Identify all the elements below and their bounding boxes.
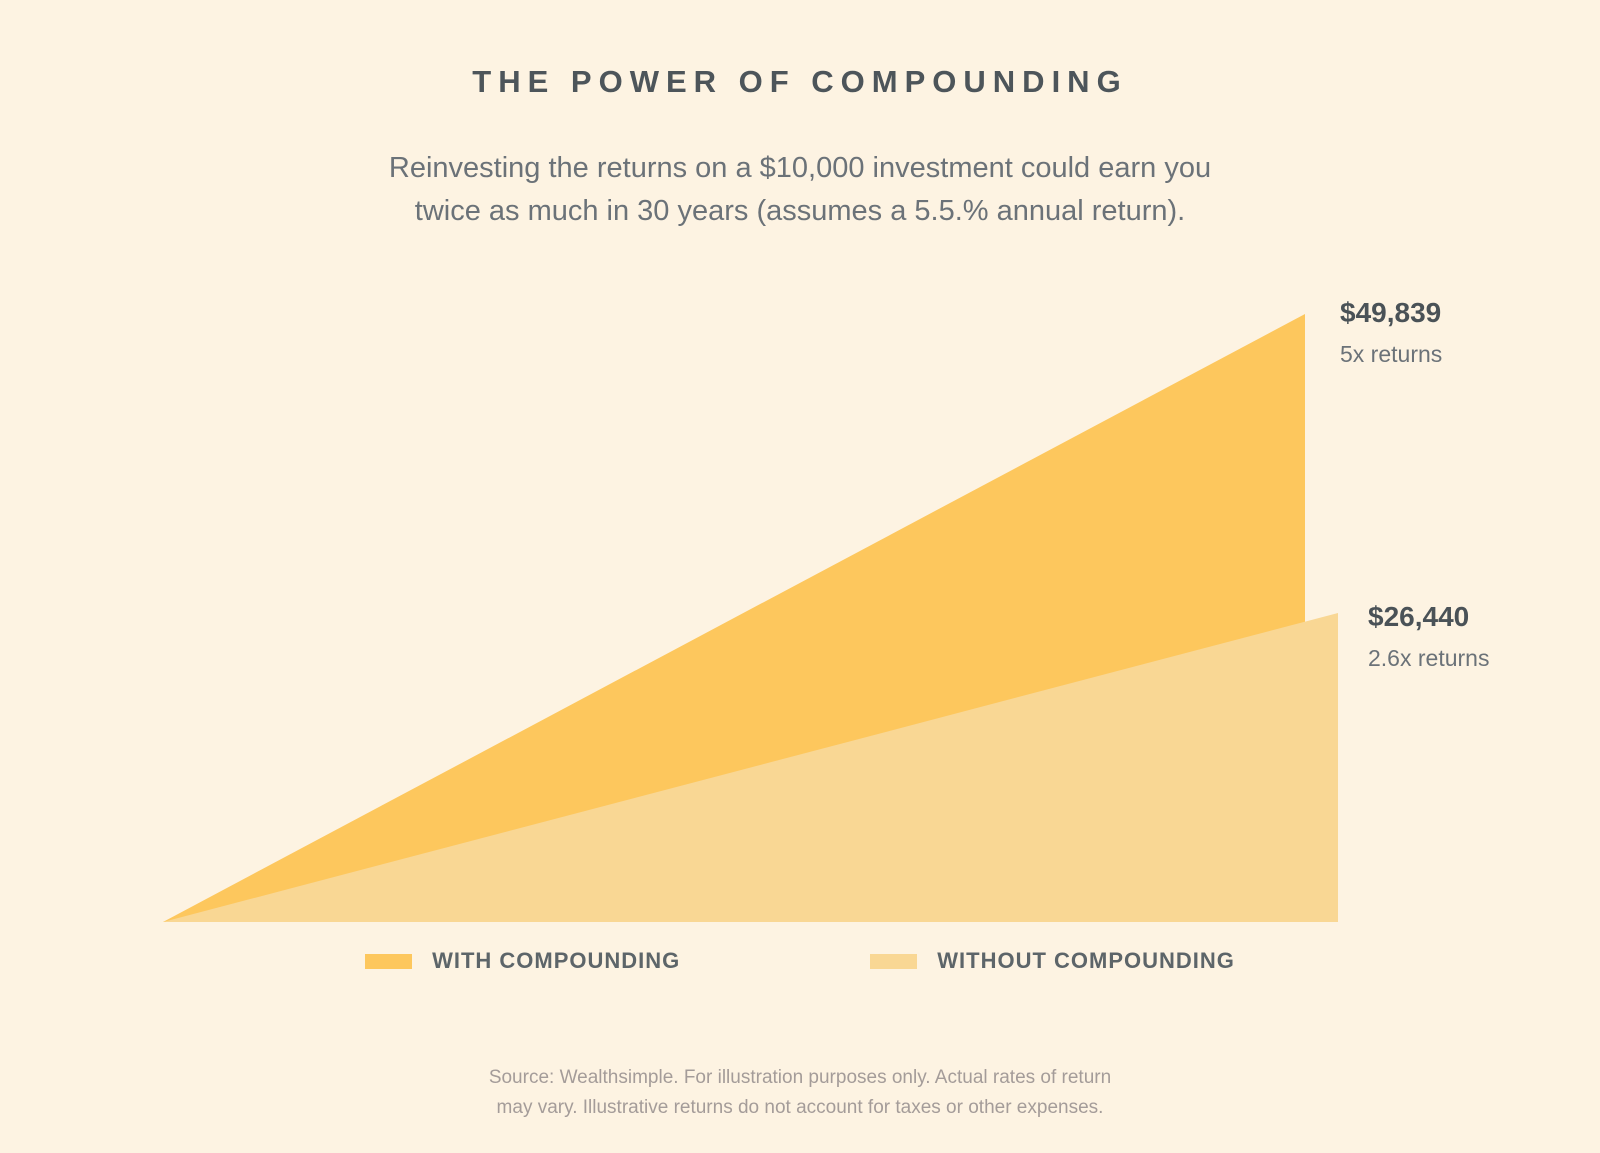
chart-title: THE POWER OF COMPOUNDING: [472, 64, 1128, 99]
without-compounding-swatch-rect: [870, 953, 918, 969]
with-compounding-returns-multiple: 5x returns: [1340, 341, 1443, 367]
with-compounding-value-label: $49,839 5x returns: [1340, 297, 1442, 368]
source-line-1: Source: Wealthsimple. For illustration p…: [488, 1067, 1112, 1088]
subtitle-line-1: Reinvesting the returns on a $10,000 inv…: [388, 152, 1212, 184]
source-note: Source: Wealthsimple. For illustration p…: [0, 1063, 1600, 1123]
legend-item-with-compounding: WITH COMPOUNDING: [365, 948, 680, 974]
with-compounding-swatch-icon: [365, 953, 413, 969]
subtitle-line-2: twice as much in 30 years (assumes a 5.5…: [414, 195, 1186, 227]
legend-item-without-compounding: WITHOUT COMPOUNDING: [870, 948, 1235, 974]
legend-label-with-compounding: WITH COMPOUNDING: [432, 948, 681, 973]
without-compounding-final-value: $26,440: [1368, 601, 1470, 632]
chart-subtitle: Reinvesting the returns on a $10,000 inv…: [0, 147, 1600, 233]
source-line-2: may vary. Illustrative returns do not ac…: [496, 1097, 1104, 1118]
with-compounding-swatch-rect: [365, 953, 413, 969]
without-compounding-area: [163, 613, 1338, 922]
without-compounding-returns-multiple: 2.6x returns: [1368, 645, 1490, 671]
with-compounding-final-value: $49,839: [1340, 297, 1442, 328]
legend-label-without-compounding: WITHOUT COMPOUNDING: [937, 948, 1235, 973]
chart-legend: WITH COMPOUNDING WITHOUT COMPOUNDING: [0, 948, 1600, 974]
without-compounding-swatch-icon: [870, 953, 918, 969]
without-compounding-value-label: $26,440 2.6x returns: [1368, 601, 1489, 672]
